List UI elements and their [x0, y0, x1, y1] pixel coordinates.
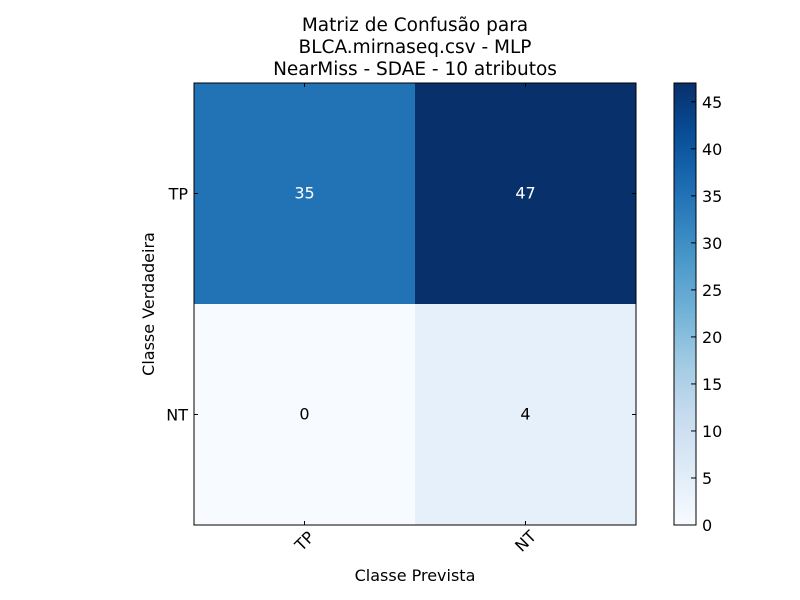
- title-line-2: BLCA.mirnaseq.csv - MLP: [299, 37, 532, 58]
- x-tick-label: NT: [511, 527, 540, 556]
- title-line-3: NearMiss - SDAE - 10 atributos: [273, 59, 557, 80]
- title-line-1: Matriz de Confusão para: [302, 15, 528, 36]
- cell-value-labels: 35 47 0 4: [294, 184, 535, 424]
- colorbar: [673, 82, 697, 526]
- colorbar-tick-label: 20: [702, 328, 722, 347]
- colorbar-ticks: 0 5 10 15 20 25 30 35 40 45: [691, 93, 722, 535]
- colorbar-tick-label: 45: [702, 93, 722, 112]
- x-tick-label: TP: [290, 527, 318, 555]
- heatmap-cells: [194, 83, 637, 526]
- heatmap-cell: [194, 83, 416, 305]
- cell-value-label: 4: [520, 405, 530, 424]
- cell-value-label: 47: [515, 184, 535, 203]
- heatmap-cell: [194, 304, 416, 526]
- colorbar-tick-label: 5: [702, 469, 712, 488]
- y-axis-label: Classe Verdadeira: [139, 232, 158, 376]
- colorbar-tick-label: 35: [702, 187, 722, 206]
- colorbar-tick-label: 10: [702, 422, 722, 441]
- cell-value-label: 0: [299, 405, 309, 424]
- colorbar-tick-label: 15: [702, 375, 722, 394]
- heatmap-cell: [415, 304, 637, 526]
- cell-value-label: 35: [294, 184, 314, 203]
- chart-title: Matriz de Confusão para BLCA.mirnaseq.cs…: [273, 15, 557, 80]
- y-tick-label: TP: [168, 185, 189, 204]
- plot-frame: [193, 82, 637, 526]
- x-axis-label: Classe Prevista: [355, 566, 476, 585]
- colorbar-tick-label: 40: [702, 140, 722, 159]
- y-tick-label: NT: [166, 406, 188, 425]
- colorbar-tick-label: 30: [702, 234, 722, 253]
- colorbar-tick-label: 25: [702, 281, 722, 300]
- heatmap-cell: [415, 83, 637, 305]
- colorbar-tick-label: 0: [702, 516, 712, 535]
